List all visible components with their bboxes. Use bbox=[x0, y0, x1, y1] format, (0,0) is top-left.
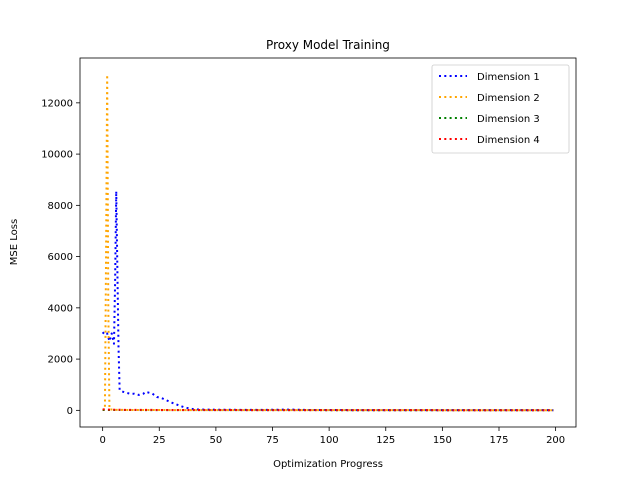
y-tick-label: 12000 bbox=[41, 98, 73, 109]
plot-frame bbox=[79, 57, 577, 428]
x-tick-label: 0 bbox=[99, 435, 105, 446]
y-tick-label: 0 bbox=[67, 406, 73, 417]
x-tick-label: 200 bbox=[546, 435, 565, 446]
x-tick-label: 100 bbox=[320, 435, 339, 446]
x-tick-label: 50 bbox=[210, 435, 223, 446]
chart-title: Proxy Model Training bbox=[266, 38, 390, 52]
y-tick-label: 2000 bbox=[48, 355, 73, 366]
y-tick-label: 6000 bbox=[48, 252, 73, 263]
series-line-dimension-2 bbox=[102, 73, 554, 412]
legend: Dimension 1 Dimension 2 Dimension 3 Dimensi… bbox=[431, 64, 570, 154]
x-axis-label: Optimization Progress bbox=[273, 459, 383, 470]
legend-label-dimension-1: Dimension 1 bbox=[477, 72, 540, 83]
y-tick-label: 8000 bbox=[48, 201, 73, 212]
y-axis-label: MSE Loss bbox=[9, 219, 20, 265]
legend-label-dimension-2: Dimension 2 bbox=[477, 93, 540, 104]
y-axis: 0 2000 4000 6000 8000 10000 12000 bbox=[41, 98, 80, 417]
legend-label-dimension-4: Dimension 4 bbox=[477, 135, 540, 146]
x-tick-label: 175 bbox=[489, 435, 508, 446]
x-tick-label: 75 bbox=[266, 435, 279, 446]
y-tick-label: 10000 bbox=[41, 150, 73, 161]
x-axis: 0 25 50 75 100 125 150 175 200 bbox=[99, 427, 565, 446]
legend-box bbox=[431, 64, 570, 154]
x-tick-label: 25 bbox=[153, 435, 166, 446]
legend-label-dimension-3: Dimension 3 bbox=[477, 114, 540, 125]
series-line-dimension-1 bbox=[101, 190, 554, 412]
x-tick-label: 150 bbox=[433, 435, 452, 446]
y-tick-label: 4000 bbox=[48, 303, 73, 314]
x-tick-label: 125 bbox=[376, 435, 395, 446]
